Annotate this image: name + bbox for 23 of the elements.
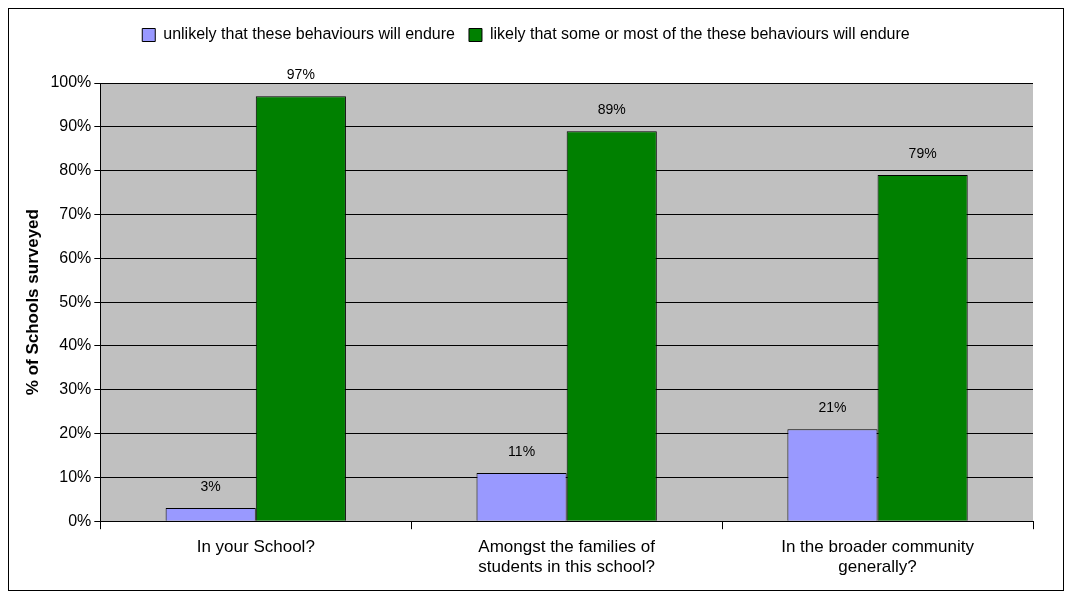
y-tick-label: 70% (59, 204, 92, 222)
text: 79% (908, 144, 937, 161)
y-tick-label: 0% (68, 511, 92, 529)
y-tick-label: 40% (59, 336, 92, 354)
text: 89% (597, 101, 626, 118)
text: 11% (508, 442, 536, 459)
legend-label: likely that some or most of the these behaviours will endure (489, 25, 910, 43)
y-tick-label: 90% (59, 117, 92, 135)
y-tick-label: 30% (59, 380, 92, 398)
y-tick-label: 60% (59, 248, 92, 266)
y-axis-title: % of Schools surveyed (22, 209, 42, 396)
y-tick-label: 80% (59, 161, 92, 179)
y-tick-label: 10% (59, 467, 92, 485)
legend-label: unlikely that these behaviours will endure (163, 25, 456, 43)
x-tick-label: In your School? (196, 537, 315, 557)
x-tick-label: In the broader community generally? (781, 537, 975, 577)
text: 97% (286, 66, 315, 83)
y-tick-label: 50% (59, 292, 92, 310)
y-tick-label: 100% (50, 73, 92, 91)
y-tick-label: 20% (59, 423, 92, 441)
x-tick-label: Amongst the families of students in this school? (478, 537, 656, 577)
text: 3% (200, 477, 221, 494)
text: 21% (818, 399, 847, 416)
